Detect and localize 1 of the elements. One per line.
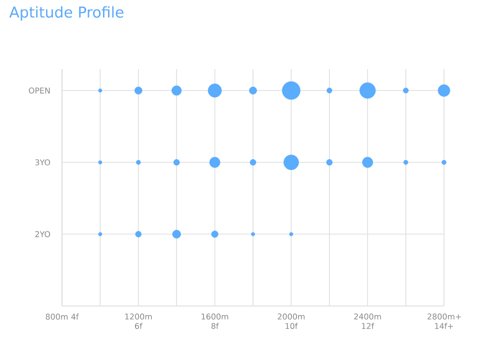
chart-title: Aptitude Profile (9, 6, 124, 21)
